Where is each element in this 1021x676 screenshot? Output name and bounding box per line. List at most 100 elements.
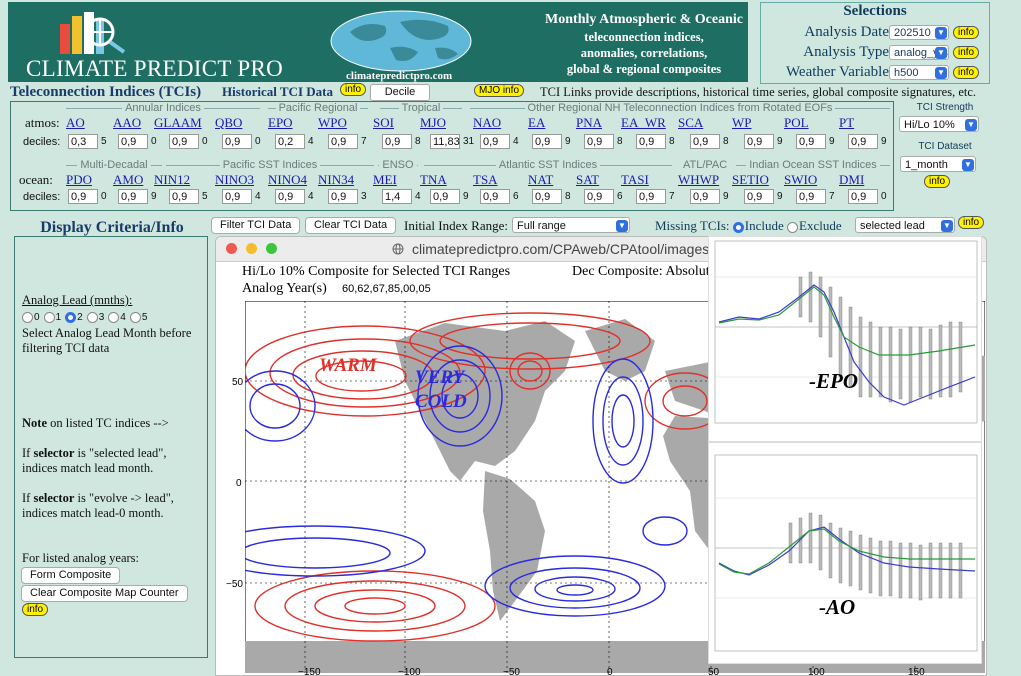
maximize-window-button[interactable] [266, 243, 277, 254]
tci-range-input-nino4[interactable]: 0,9 [275, 189, 305, 204]
tci-range-input-wp[interactable]: 0,9 [744, 134, 774, 149]
tci-range-input-ea[interactable]: 0,9 [532, 134, 562, 149]
plot-title: Hi/Lo 10% Composite for Selected TCI Ran… [242, 264, 511, 279]
minimize-window-button[interactable] [246, 243, 257, 254]
initial-range-select[interactable]: Full range ▼ [512, 217, 630, 233]
tci-range-input-nin34[interactable]: 0,9 [328, 189, 358, 204]
tci-link-pt[interactable]: PT [839, 115, 855, 130]
tci-link-ao[interactable]: AO [66, 115, 85, 130]
analysis-type-select[interactable]: analog_yrs ▼ [889, 45, 949, 60]
analysis-date-info-button[interactable]: info [953, 26, 980, 39]
tci-link-mjo[interactable]: MJO [420, 115, 447, 130]
analysis-type-info-button[interactable]: info [953, 46, 980, 59]
tci-range-input-dmi[interactable]: 0,9 [848, 189, 878, 204]
tci-range-input-nino3[interactable]: 0,9 [222, 189, 252, 204]
tci-range-input-setio[interactable]: 0,9 [744, 189, 774, 204]
tci-range-input-nao[interactable]: 0,9 [480, 134, 510, 149]
weather-variable-select[interactable]: h500 ▼ [889, 65, 949, 80]
tci-range-input-whwp[interactable]: 0,9 [690, 189, 720, 204]
tci-link-wp[interactable]: WP [732, 115, 752, 130]
tci-range-input-glaam[interactable]: 0,9 [169, 134, 199, 149]
tci-link-tna[interactable]: TNA [420, 172, 447, 187]
tci-link-dmi[interactable]: DMI [839, 172, 865, 187]
lead-radio-1[interactable] [43, 311, 55, 323]
tci-range-input-sca[interactable]: 0,9 [690, 134, 720, 149]
tci-link-nino3[interactable]: NINO3 [215, 172, 254, 187]
close-window-button[interactable] [226, 243, 237, 254]
url-bar[interactable]: climatepredictpro.com/CPAweb/CPAtool/ima… [412, 241, 728, 257]
tci-link-aao[interactable]: AAO [113, 115, 142, 130]
tci-range-input-mei[interactable]: 1,4 [382, 189, 412, 204]
tci-link-sat[interactable]: SAT [576, 172, 600, 187]
tci-range-input-sat[interactable]: 0,9 [584, 189, 614, 204]
lead-radio-2[interactable] [65, 311, 77, 323]
tci-range-input-epo[interactable]: 0,2 [275, 134, 305, 149]
tci-range-input-pna[interactable]: 0,9 [584, 134, 614, 149]
mjo-info-button[interactable]: MJO info [474, 84, 525, 97]
tci-range-input-pt[interactable]: 0,9 [848, 134, 878, 149]
tci-link-amo[interactable]: AMO [113, 172, 144, 187]
tci-link-ea[interactable]: EA [528, 115, 546, 130]
clear-composite-button[interactable]: Clear Composite Map Counter [21, 585, 188, 602]
lead-mode-info-button[interactable]: info [958, 216, 985, 229]
tci-range-input-ao[interactable]: 0,3 [68, 134, 98, 149]
tci-strength-select[interactable]: Hi/Lo 10% ▼ [899, 116, 979, 132]
tci-link-setio[interactable]: SETIO [732, 172, 769, 187]
tci-range-input-swio[interactable]: 0,9 [796, 189, 826, 204]
tci-link-epo[interactable]: EPO [268, 115, 293, 130]
tci-range-input-tsa[interactable]: 0,9 [480, 189, 510, 204]
tci-link-whwp[interactable]: WHWP [678, 172, 720, 187]
tci-link-mei[interactable]: MEI [373, 172, 397, 187]
tci-link-glaam[interactable]: GLAAM [154, 115, 202, 130]
form-composite-button[interactable]: Form Composite [21, 567, 121, 584]
lead-radio-3[interactable] [86, 311, 98, 323]
tci-link-tasi[interactable]: TASI [621, 172, 649, 187]
tci-link-pol[interactable]: POL [784, 115, 809, 130]
tci-link-ea_wr[interactable]: EA_WR [621, 115, 666, 130]
include-radio[interactable] [732, 221, 744, 233]
tci-link-pna[interactable]: PNA [576, 115, 603, 130]
tci-link-soi[interactable]: SOI [373, 115, 394, 130]
tci-link-sca[interactable]: SCA [678, 115, 704, 130]
filter-tci-button[interactable]: Filter TCI Data [211, 217, 301, 234]
clear-tci-button[interactable]: Clear TCI Data [305, 217, 397, 234]
tci-link-nao[interactable]: NAO [473, 115, 502, 130]
tci-range-input-nat[interactable]: 0,9 [532, 189, 562, 204]
tci-link-nino4[interactable]: NINO4 [268, 172, 307, 187]
analysis-date-select[interactable]: 202510 ▼ [889, 25, 949, 40]
exclude-radio[interactable] [787, 221, 799, 233]
weather-variable-info-button[interactable]: info [953, 66, 980, 79]
tci-range-input-tasi[interactable]: 0,9 [636, 189, 666, 204]
tci-range-input-ea_wr[interactable]: 0,9 [636, 134, 666, 149]
site-name[interactable]: climatepredictpro.com [346, 70, 453, 82]
tci-link-tsa[interactable]: TSA [473, 172, 498, 187]
display-info-button[interactable]: info [22, 603, 49, 616]
tci-range-input-mjo[interactable]: 11,83 [430, 134, 460, 149]
globe-url-icon [392, 243, 404, 255]
lead-radio-4[interactable] [108, 311, 120, 323]
historical-info-button[interactable]: info [340, 83, 367, 96]
tci-link-nat[interactable]: NAT [528, 172, 554, 187]
tci-range-input-tna[interactable]: 0,9 [430, 189, 460, 204]
lead-mode-select[interactable]: selected lead ▼ [855, 217, 955, 233]
tci-range-input-aao[interactable]: 0,9 [118, 134, 148, 149]
tci-range-input-pdo[interactable]: 0,9 [68, 189, 98, 204]
tci-range-input-wpo[interactable]: 0,9 [328, 134, 358, 149]
lead-radio-5[interactable] [129, 311, 141, 323]
tci-link-swio[interactable]: SWIO [784, 172, 818, 187]
tci-dataset-select[interactable]: 1_month ▼ [900, 156, 976, 172]
tci-link-nin34[interactable]: NIN34 [318, 172, 355, 187]
tci-range-input-qbo[interactable]: 0,9 [222, 134, 252, 149]
tci-range-input-nin12[interactable]: 0,9 [169, 189, 199, 204]
tci-range-input-pol[interactable]: 0,9 [796, 134, 826, 149]
tci-link-pdo[interactable]: PDO [66, 172, 93, 187]
tci-range-input-amo[interactable]: 0,9 [118, 189, 148, 204]
tci-link-nin12[interactable]: NIN12 [154, 172, 191, 187]
tci-range-input-soi[interactable]: 0,9 [382, 134, 412, 149]
tci-count-ea_wr: 8 [669, 136, 675, 147]
decile-button[interactable]: Decile [370, 84, 430, 101]
lead-radio-0[interactable] [22, 311, 33, 323]
tci-link-qbo[interactable]: QBO [215, 115, 243, 130]
tci-dataset-info-button[interactable]: info [924, 175, 951, 188]
tci-link-wpo[interactable]: WPO [318, 115, 347, 130]
